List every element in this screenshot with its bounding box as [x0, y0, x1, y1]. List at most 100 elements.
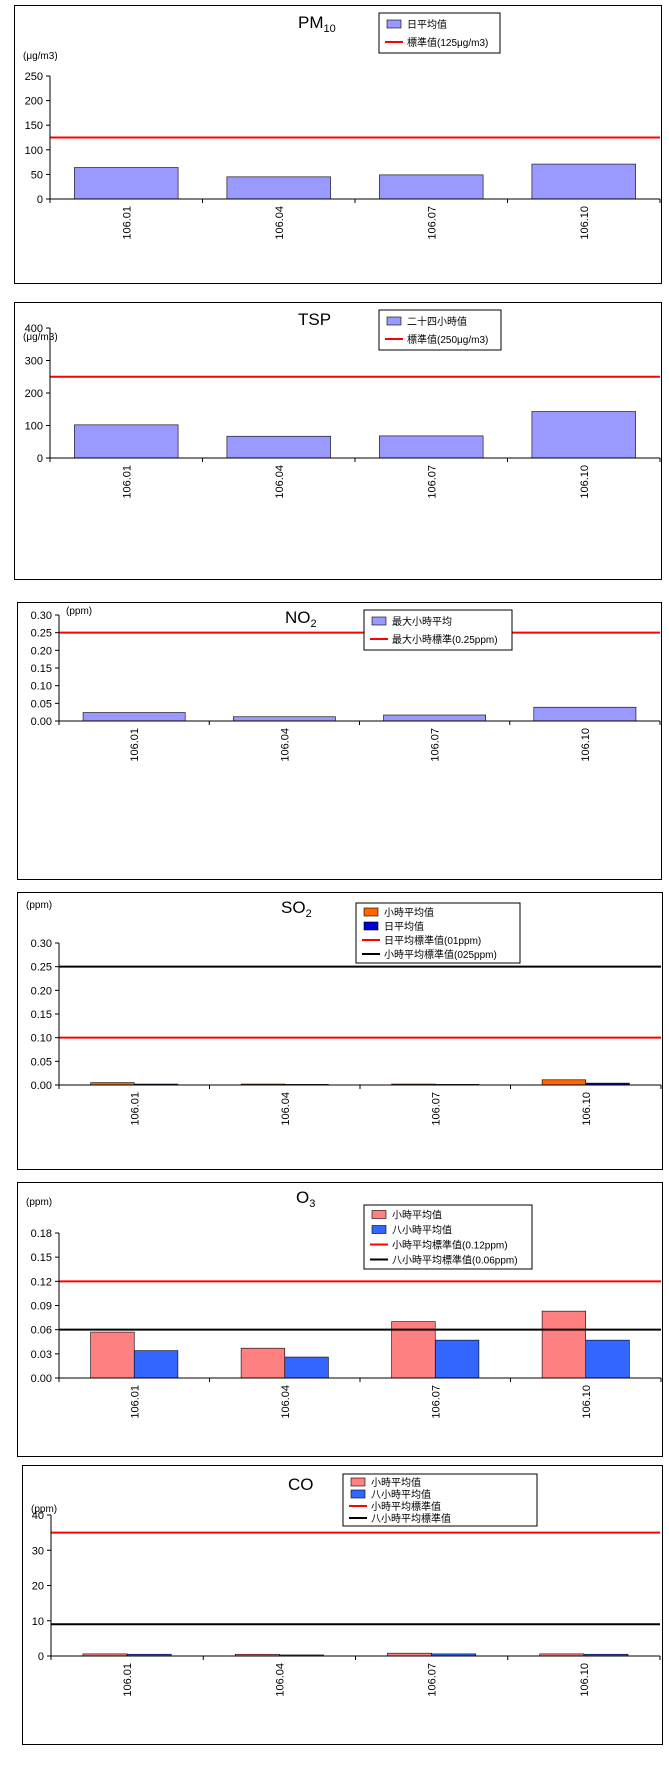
chart-co: CO (ppm) 0 10 20 30 40 106.01 106.04 106.07 106.10… — [31, 1473, 661, 1697]
y-tick-label: 200 — [25, 96, 43, 108]
bar-1 — [240, 1347, 286, 1379]
y-tick-label: 0.00 — [31, 1373, 52, 1385]
unit-label: (ppm) — [26, 900, 52, 911]
legend-label: 日平均值 — [384, 920, 424, 933]
legend-label: 日平均標準值(01ppm) — [384, 934, 481, 947]
legend-label: 標準值(125μg/m3) — [407, 36, 488, 49]
unit-label: (μg/m3) — [23, 332, 58, 343]
chart-panel-pm10: PM10 (μg/m3) 0 50 100 150 200 250 106.01 106.04 10… — [14, 5, 662, 284]
chart-title: TSP — [298, 310, 331, 329]
bar-1 — [531, 411, 636, 459]
unit-label: (ppm) — [26, 1197, 52, 1208]
bar-2 — [434, 1339, 480, 1379]
bar-1 — [541, 1079, 587, 1086]
y-tick-label: 0 — [37, 194, 43, 206]
x-tick-label: 106.10 — [579, 465, 591, 499]
x-tick-label: 106.04 — [279, 728, 291, 762]
legend-swatch — [363, 907, 379, 917]
y-tick-label: 0.06 — [31, 1325, 52, 1337]
legend-swatch — [371, 1210, 387, 1219]
x-tick-label: 106.10 — [580, 728, 592, 762]
chart-pm10: PM10 (μg/m3) 0 50 100 150 200 250 106.01 106.04 10… — [23, 12, 661, 240]
chart-title: SO2 — [281, 898, 312, 920]
y-tick-label: 0.20 — [31, 645, 52, 657]
chart-title-main: PM — [298, 13, 324, 32]
chart-panel-so2: SO2 (ppm) 0.00 0.05 0.10 0.15 0.20 0.25 0.30 106.… — [17, 892, 663, 1170]
y-tick-label: 200 — [25, 388, 43, 400]
chart-title-main: TSP — [298, 310, 331, 329]
legend-label: 八小時平均值 — [392, 1224, 452, 1237]
y-tick-label: 100 — [25, 421, 43, 433]
x-tick-label: 106.10 — [579, 206, 591, 240]
x-tick-label: 106.10 — [579, 1663, 591, 1697]
bar-1 — [232, 716, 336, 722]
legend-label: 小時平均標準值(025ppm) — [384, 948, 497, 961]
x-tick-label: 106.10 — [581, 1092, 593, 1126]
y-tick-label: 0.10 — [31, 1033, 52, 1045]
legend-label: 小時平均標準值(0.12ppm) — [392, 1239, 508, 1252]
x-tick-label: 106.07 — [426, 465, 438, 499]
x-tick-label: 106.07 — [426, 206, 438, 240]
y-tick-label: 400 — [25, 323, 43, 335]
bar-1 — [391, 1321, 436, 1379]
x-tick-label: 106.04 — [274, 465, 286, 499]
legend-label: 小時平均標準值 — [371, 1500, 441, 1513]
bar-1 — [541, 1310, 587, 1379]
y-tick-label: 0.15 — [31, 663, 52, 675]
chart-title: NO2 — [285, 608, 317, 630]
y-tick-label: 0.30 — [31, 610, 52, 622]
unit-label: (μg/m3) — [23, 51, 58, 62]
chart-title-subscript: 2 — [306, 908, 312, 920]
y-tick-label: 150 — [25, 120, 43, 132]
legend-box — [342, 1473, 538, 1527]
y-tick-label: 0.03 — [31, 1349, 52, 1361]
y-tick-label: 0.15 — [31, 1252, 52, 1264]
legend-label: 二十四小時值 — [407, 315, 467, 328]
legend-label: 八小時平均標準值 — [371, 1512, 451, 1525]
bar-1 — [383, 714, 487, 722]
legend-label: 八小時平均值 — [371, 1488, 431, 1501]
legend-box — [355, 902, 521, 964]
bar-2 — [585, 1339, 630, 1379]
x-tick-label: 106.04 — [280, 1385, 292, 1419]
x-tick-label: 106.04 — [280, 1092, 292, 1126]
chart-panel-tsp: TSP (μg/m3) 0 100 200 300 400 106.01 106.04 106.0… — [14, 302, 662, 580]
y-tick-label: 0.05 — [31, 698, 52, 710]
bar-1 — [90, 1331, 135, 1379]
x-tick-label: 106.04 — [274, 1663, 286, 1697]
chart-no2: NO2 (ppm) 0.00 0.05 0.10 0.15 0.20 0.25 0.30 106.… — [31, 606, 661, 762]
x-tick-label: 106.04 — [274, 206, 286, 240]
bar-1 — [82, 712, 186, 722]
chart-title-main: SO — [281, 898, 306, 917]
y-tick-label: 100 — [25, 145, 43, 157]
y-tick-label: 0.10 — [31, 681, 52, 693]
x-tick-label: 106.01 — [129, 728, 141, 762]
chart-title: CO — [288, 1475, 314, 1494]
y-tick-label: 10 — [32, 1616, 44, 1628]
legend-swatch — [363, 921, 379, 931]
bar-1 — [379, 435, 484, 459]
legend-swatch — [386, 316, 402, 326]
chart-title-main: O — [296, 1188, 309, 1207]
unit-label: (ppm) — [31, 1504, 57, 1515]
bar-2 — [284, 1356, 329, 1379]
x-tick-label: 106.10 — [581, 1385, 593, 1419]
bar-1 — [74, 424, 179, 459]
legend-label: 小時平均值 — [392, 1209, 442, 1222]
y-tick-label: 0.25 — [31, 962, 52, 974]
y-tick-label: 20 — [32, 1581, 44, 1593]
chart-panel-co: CO (ppm) 0 10 20 30 40 106.01 106.04 106.07 106.10… — [22, 1465, 663, 1745]
y-tick-label: 0.05 — [31, 1056, 52, 1068]
y-tick-label: 50 — [31, 169, 43, 181]
chart-title-main: CO — [288, 1475, 314, 1494]
legend-label: 八小時平均標準值(0.06ppm) — [392, 1254, 518, 1267]
bar-1 — [226, 176, 331, 200]
y-tick-label: 0.15 — [31, 1009, 52, 1021]
y-tick-label: 0.30 — [31, 938, 52, 950]
chart-o3: O3 (ppm) 0.00 0.03 0.06 0.09 0.12 0.15 0.18 106.0… — [26, 1188, 662, 1419]
legend-box — [378, 12, 501, 54]
x-tick-label: 106.01 — [129, 1385, 141, 1419]
x-tick-label: 106.07 — [430, 1385, 442, 1419]
y-tick-label: 250 — [25, 71, 43, 83]
legend-box — [363, 1204, 533, 1270]
